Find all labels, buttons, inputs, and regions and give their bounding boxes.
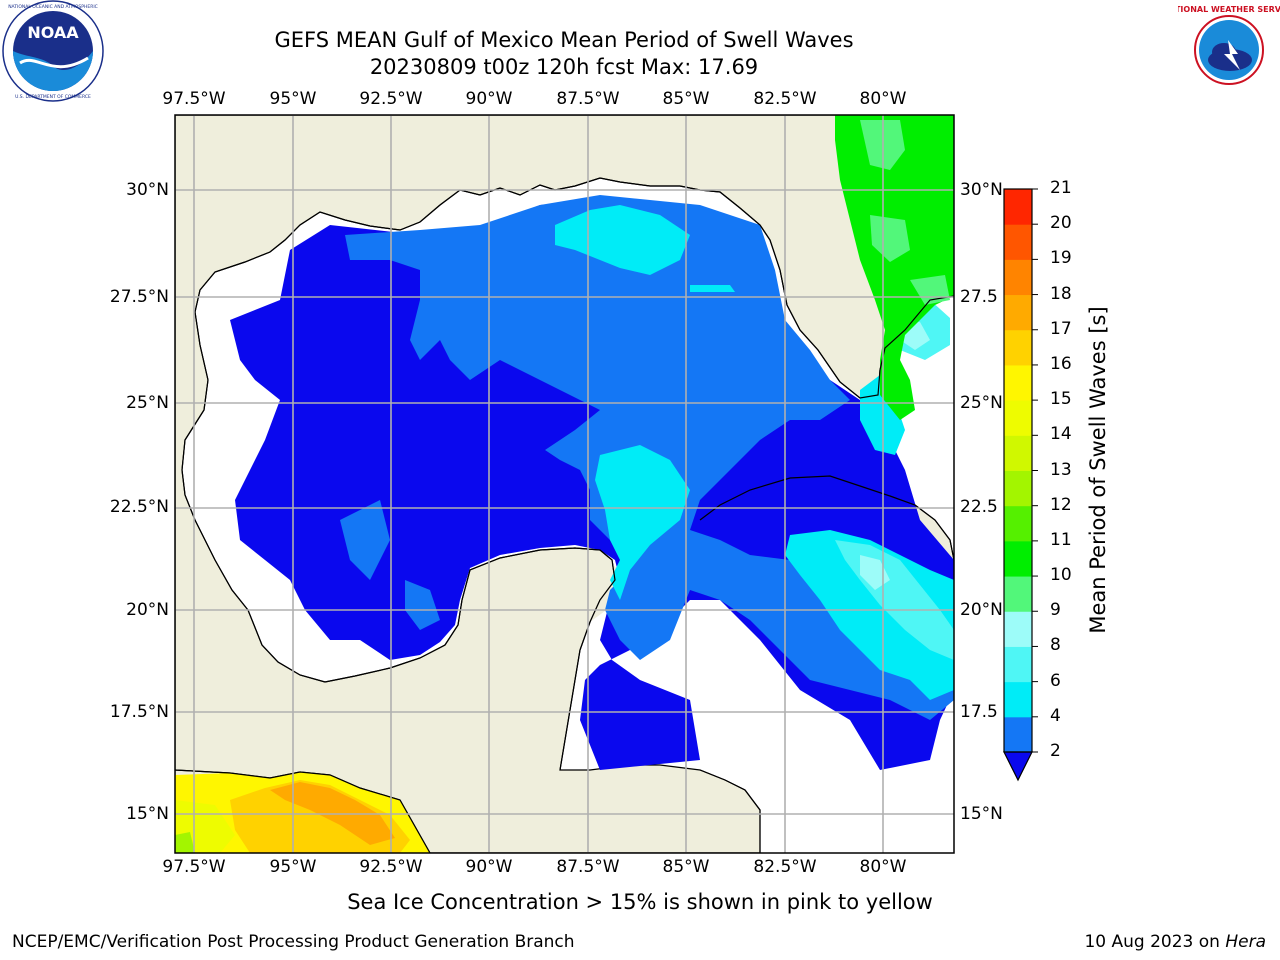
lat-label-right: 30°N — [960, 180, 1003, 200]
lat-label-left: 25°N — [126, 393, 169, 413]
colorbar-swatch — [1004, 646, 1032, 683]
colorbar-swatch — [1004, 224, 1032, 260]
colorbar-swatch — [1004, 400, 1032, 436]
lon-label-top: 92.5°W — [359, 89, 423, 109]
map-frame — [174, 114, 955, 854]
colorbar-swatch — [1004, 540, 1032, 577]
lat-label-right: 27.5 — [960, 287, 998, 307]
lat-label-left: 22.5°N — [109, 497, 169, 517]
colorbar-swatch — [1004, 505, 1032, 542]
colorbar-tick-label: 12 — [1050, 494, 1072, 515]
colorbar-swatch — [1004, 681, 1032, 718]
colorbar-tick-label: 17 — [1050, 318, 1072, 339]
colorbar — [1003, 188, 1038, 782]
chart-title: GEFS MEAN Gulf of Mexico Mean Period of … — [274, 28, 854, 52]
coastlines — [175, 177, 954, 853]
lat-label-left: 30°N — [126, 180, 169, 200]
colorbar-swatch — [1004, 364, 1032, 401]
lat-label-right: 22.5 — [960, 497, 998, 517]
lon-label-top: 90°W — [465, 89, 513, 109]
colorbar-tick-label: 19 — [1050, 248, 1072, 269]
noaa-logo: NOAA NATIONAL OCEANIC AND ATMOSPHERIC U.… — [2, 0, 104, 102]
colorbar-swatch — [1004, 611, 1032, 647]
lon-label-bottom: 90°W — [465, 857, 513, 877]
colorbar-tick-label: 11 — [1050, 529, 1072, 550]
colorbar-tick-label: 16 — [1050, 353, 1072, 374]
svg-text:U.S. DEPARTMENT OF COMMERCE: U.S. DEPARTMENT OF COMMERCE — [15, 94, 91, 100]
lon-label-top: 85°W — [662, 89, 710, 109]
colorbar-tick-label: 15 — [1050, 389, 1072, 410]
colorbar-swatch — [1004, 189, 1032, 225]
lon-label-bottom: 92.5°W — [359, 857, 423, 877]
footer-date-text: 10 Aug 2023 on — [1084, 932, 1226, 952]
colorbar-tick-label: 20 — [1050, 213, 1072, 234]
svg-text:NATIONAL OCEANIC AND ATMOSPHER: NATIONAL OCEANIC AND ATMOSPHERIC — [8, 4, 98, 10]
chart-subtitle: 20230809 t00z 120h fcst Max: 17.69 — [369, 55, 759, 79]
lon-label-top: 95°W — [269, 89, 317, 109]
lat-label-left: 17.5°N — [109, 702, 169, 722]
lon-label-bottom: 85°W — [662, 857, 710, 877]
colorbar-tick-label: 13 — [1050, 459, 1072, 480]
colorbar-extend-min — [1003, 751, 1033, 782]
colorbar-swatch — [1004, 259, 1032, 296]
colorbar-swatch — [1004, 294, 1032, 331]
colorbar-tick-label: 2 — [1050, 741, 1061, 761]
colorbar-swatch — [1004, 716, 1032, 753]
lat-label-left: 15°N — [126, 804, 169, 824]
colorbar-tick-label: 6 — [1050, 670, 1061, 691]
colorbar-tick-label: 18 — [1050, 283, 1072, 304]
colorbar-tick-label: 9 — [1050, 600, 1061, 621]
footer-host: Hera — [1225, 932, 1266, 952]
colorbar-tick-label: 10 — [1050, 565, 1072, 586]
lon-label-bottom: 82.5°W — [753, 857, 817, 877]
gridlines — [175, 115, 954, 853]
lat-label-right: 15°N — [960, 804, 1003, 824]
footer-credit: NCEP/EMC/Verification Post Processing Pr… — [12, 932, 575, 952]
lon-label-bottom: 97.5°W — [162, 857, 226, 877]
lon-label-bottom: 95°W — [269, 857, 317, 877]
colorbar-swatch — [1004, 470, 1032, 507]
footer-date: 10 Aug 2023 on Hera — [1084, 932, 1266, 952]
colorbar-tick-label: 8 — [1050, 635, 1061, 656]
sea-ice-note: Sea Ice Concentration > 15% is shown in … — [347, 890, 933, 914]
lon-label-bottom: 87.5°W — [556, 857, 620, 877]
lat-label-right: 25°N — [960, 393, 1003, 413]
lon-label-top: 82.5°W — [753, 89, 817, 109]
svg-text:NATIONAL WEATHER SERVICE: NATIONAL WEATHER SERVICE — [1178, 5, 1280, 14]
lat-label-right: 20°N — [960, 600, 1003, 620]
colorbar-tick-label: 21 — [1050, 178, 1072, 198]
lon-label-top: 80°W — [859, 89, 907, 109]
lon-label-top: 97.5°W — [162, 89, 226, 109]
lat-label-right: 17.5 — [960, 702, 998, 722]
nws-logo: NATIONAL WEATHER SERVICE — [1178, 2, 1280, 98]
lat-label-left: 20°N — [126, 600, 169, 620]
swell-period-field — [175, 115, 954, 853]
colorbar-tick-label: 4 — [1050, 705, 1061, 726]
lon-label-top: 87.5°W — [556, 89, 620, 109]
noaa-logo-text: NOAA — [27, 23, 79, 42]
lon-label-bottom: 80°W — [859, 857, 907, 877]
colorbar-title: Mean Period of Swell Waves [s] — [1086, 306, 1110, 634]
colorbar-swatch — [1004, 329, 1032, 366]
colorbar-tick-label: 14 — [1050, 424, 1072, 445]
lat-label-left: 27.5°N — [109, 287, 169, 307]
colorbar-swatch — [1004, 576, 1032, 612]
colorbar-swatch — [1004, 435, 1032, 471]
